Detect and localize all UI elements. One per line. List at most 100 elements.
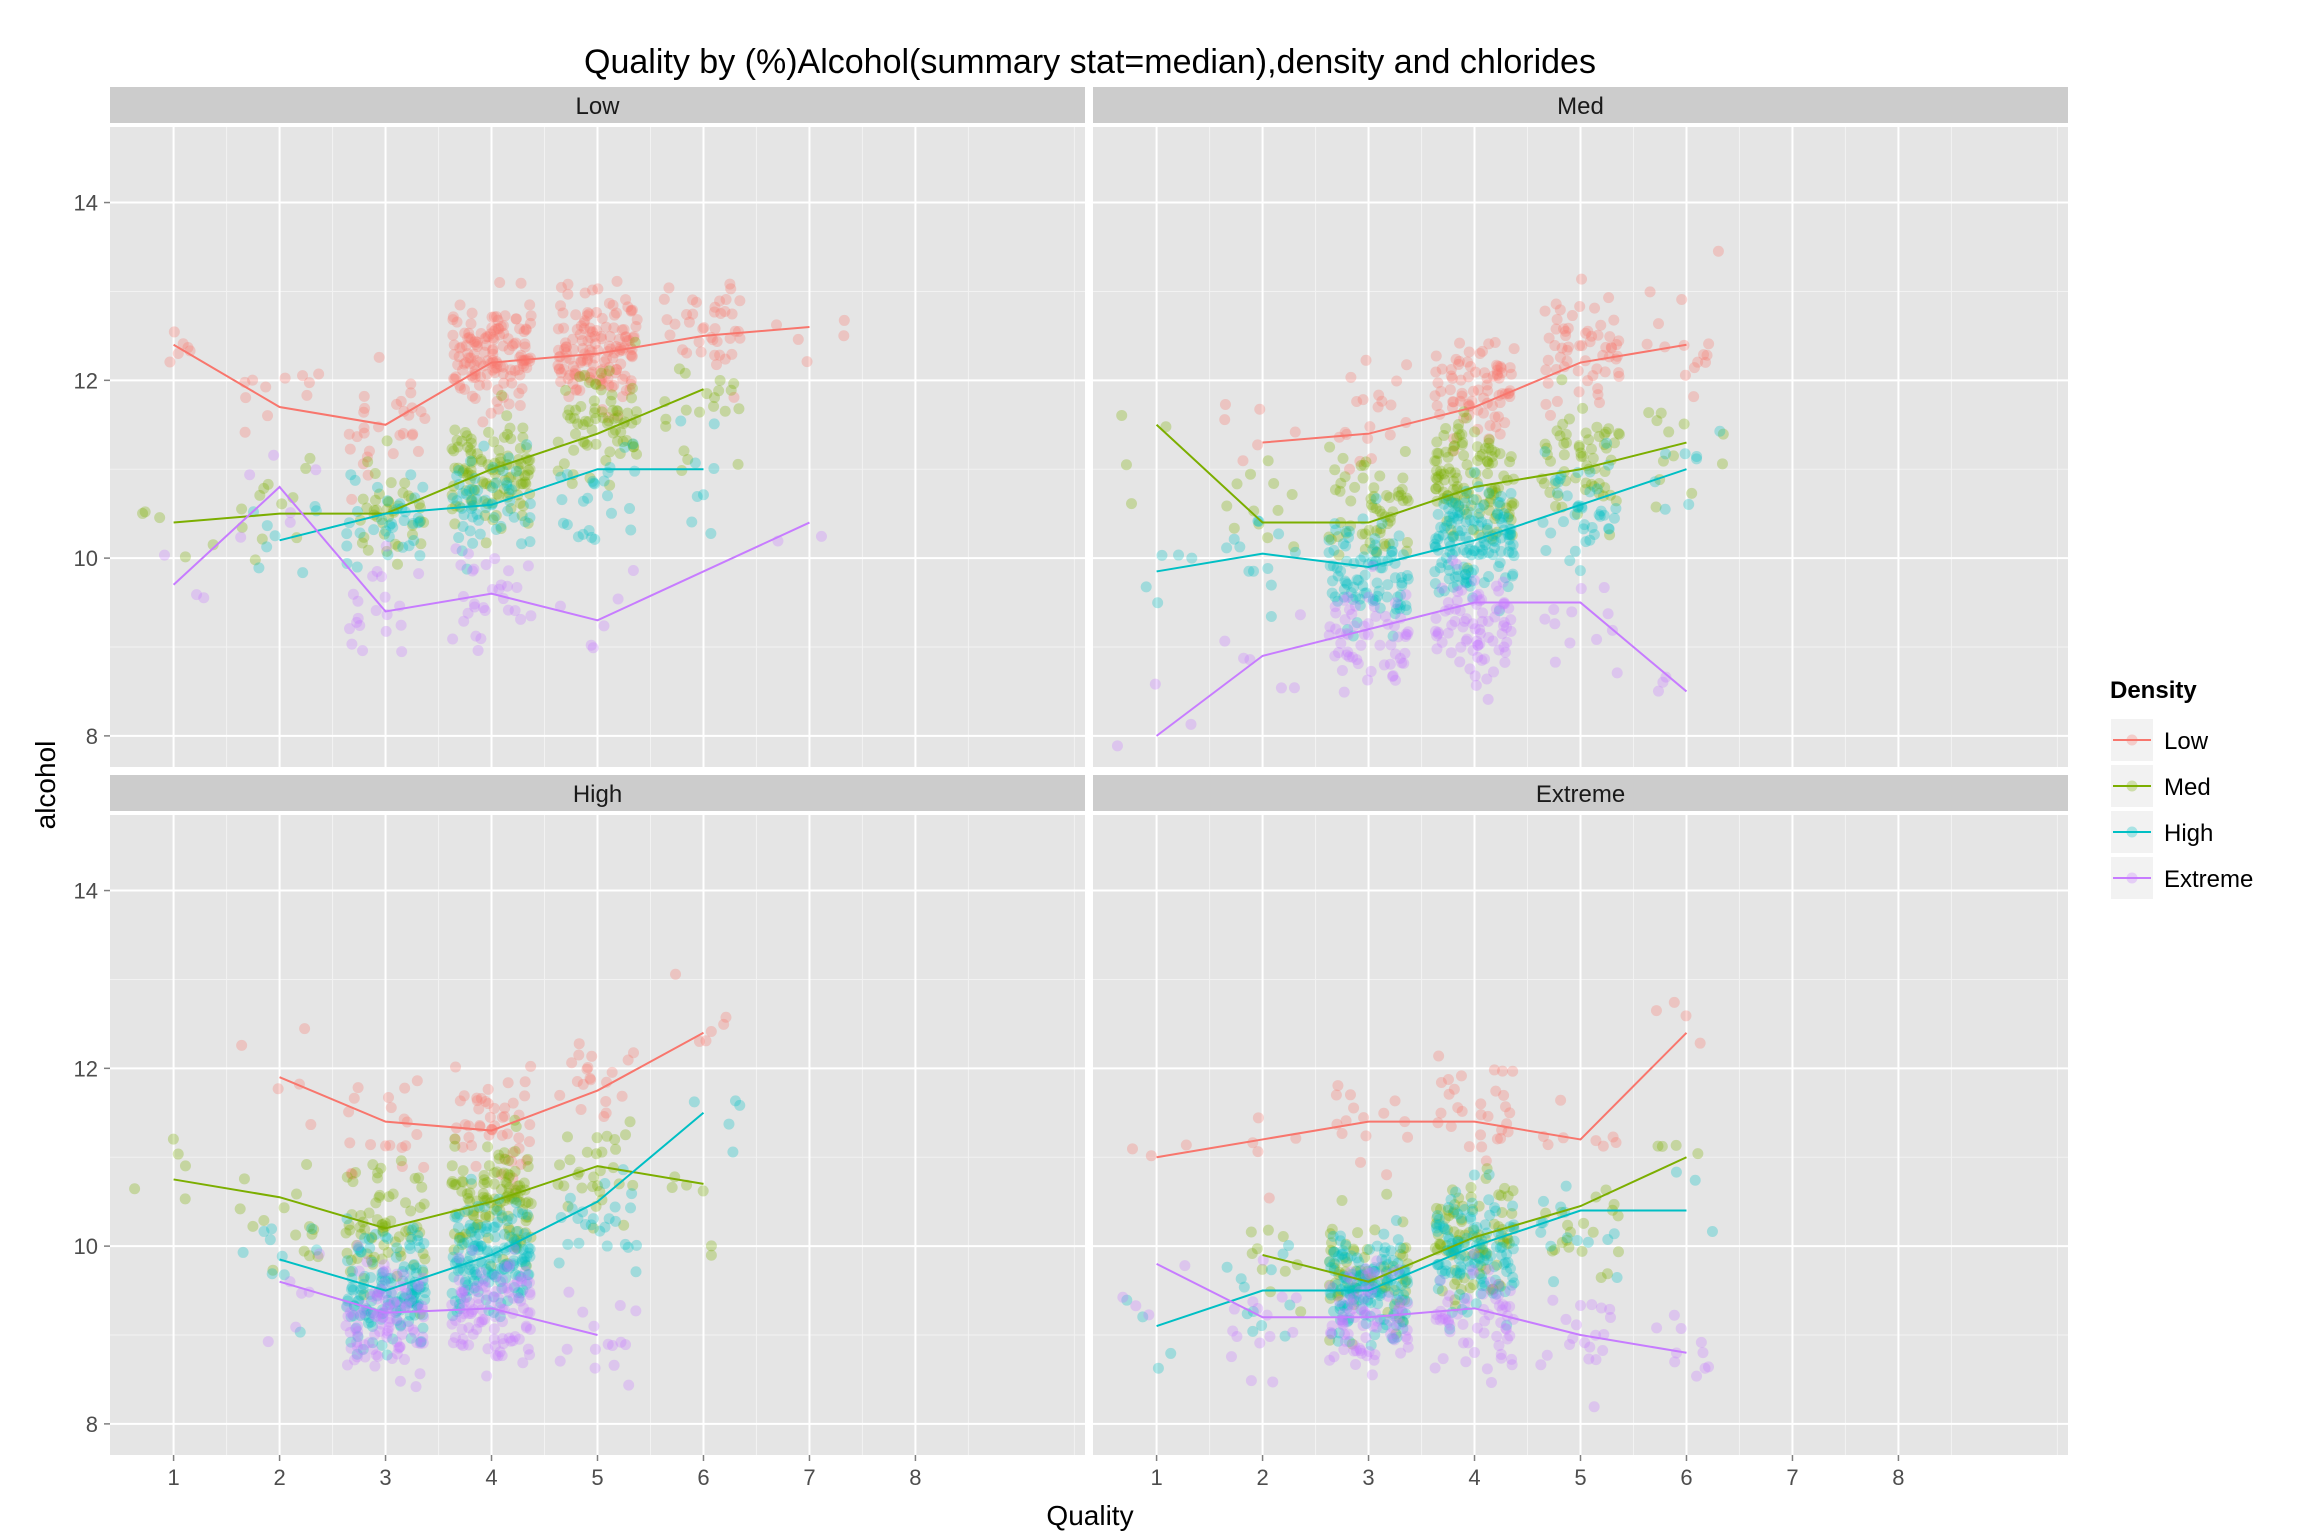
data-point-low — [631, 314, 643, 326]
data-point-high — [1378, 1246, 1390, 1258]
data-point-med — [457, 1176, 469, 1188]
data-point-low — [602, 372, 614, 384]
data-point-extreme — [468, 563, 480, 575]
data-point-high — [1549, 474, 1561, 486]
data-point-high — [414, 516, 426, 528]
data-point-extreme — [489, 1340, 501, 1352]
data-point-low — [622, 1054, 634, 1066]
data-point-low — [1680, 1010, 1692, 1022]
data-point-high — [513, 1292, 525, 1304]
data-point-low — [1467, 385, 1479, 397]
data-point-extreme — [490, 1285, 502, 1297]
data-point-med — [1612, 1246, 1624, 1258]
data-point-med — [1442, 1224, 1454, 1236]
data-point-low — [493, 329, 505, 341]
data-point-high — [468, 1275, 480, 1287]
data-point-low — [460, 357, 472, 369]
data-point-high — [1476, 516, 1488, 528]
data-point-med — [1448, 530, 1460, 542]
data-point-high — [1508, 550, 1520, 562]
data-point-med — [1657, 455, 1669, 467]
data-point-med — [1447, 445, 1459, 457]
data-point-med — [1432, 471, 1444, 483]
data-point-extreme — [388, 1296, 400, 1308]
data-point-high — [1475, 1273, 1487, 1285]
data-point-high — [1506, 547, 1518, 559]
data-point-low — [1561, 355, 1573, 367]
data-point-extreme — [1384, 658, 1396, 670]
data-point-extreme — [1501, 621, 1513, 633]
data-point-extreme — [1598, 1328, 1610, 1340]
data-point-high — [1443, 503, 1455, 515]
data-point-low — [553, 363, 565, 375]
data-point-med — [1461, 508, 1473, 520]
data-point-extreme — [1342, 591, 1354, 603]
data-point-high — [1438, 585, 1450, 597]
data-point-med — [418, 516, 430, 528]
data-point-med — [517, 500, 529, 512]
data-point-low — [177, 338, 189, 350]
data-point-high — [403, 1296, 415, 1308]
data-point-extreme — [1504, 1300, 1516, 1312]
data-point-extreme — [1362, 674, 1374, 686]
data-point-high — [379, 1274, 391, 1286]
data-point-med — [236, 521, 248, 533]
data-point-high — [1380, 1254, 1392, 1266]
data-point-med — [728, 378, 740, 390]
data-point-med — [1477, 1246, 1489, 1258]
data-point-high — [492, 1216, 504, 1228]
data-point-med — [1442, 1204, 1454, 1216]
data-point-extreme — [1483, 1264, 1495, 1276]
data-point-extreme — [497, 1274, 509, 1286]
data-point-med — [276, 498, 288, 510]
data-point-extreme — [1467, 1267, 1479, 1279]
data-point-low — [365, 1139, 377, 1151]
data-point-med — [1600, 442, 1612, 454]
data-point-extreme — [477, 602, 489, 614]
data-point-low — [1582, 375, 1594, 387]
data-point-low — [597, 363, 609, 375]
data-point-extreme — [464, 1297, 476, 1309]
data-point-med — [481, 1176, 493, 1188]
data-point-extreme — [490, 1350, 502, 1362]
data-point-low — [1442, 1073, 1454, 1085]
data-point-low — [1560, 330, 1572, 342]
data-point-med — [472, 1219, 484, 1231]
data-point-low — [479, 332, 491, 344]
data-point-med — [566, 477, 578, 489]
data-point-extreme — [458, 1284, 470, 1296]
data-point-med — [1430, 472, 1442, 484]
data-point-med — [1348, 1243, 1360, 1255]
data-point-high — [367, 1337, 379, 1349]
data-point-low — [1562, 322, 1574, 334]
data-point-extreme — [382, 1325, 394, 1337]
data-point-high — [1545, 1240, 1557, 1252]
data-point-med — [520, 1211, 532, 1223]
data-point-high — [1610, 502, 1622, 514]
data-point-high — [1398, 1289, 1410, 1301]
data-point-med — [1436, 1285, 1448, 1297]
data-point-high — [452, 1244, 464, 1256]
data-point-med — [581, 439, 593, 451]
data-point-med — [470, 1222, 482, 1234]
data-point-low — [1542, 1139, 1554, 1151]
data-point-extreme — [503, 1332, 515, 1344]
data-point-high — [1496, 1241, 1508, 1253]
data-point-high — [1490, 1288, 1502, 1300]
data-point-med — [1394, 1297, 1406, 1309]
data-point-high — [517, 1208, 529, 1220]
data-point-high — [524, 536, 536, 548]
data-point-high — [1490, 1241, 1502, 1253]
data-point-high — [1387, 538, 1399, 550]
data-point-med — [1564, 1226, 1576, 1238]
data-point-low — [510, 337, 522, 349]
data-point-high — [1369, 1329, 1381, 1341]
data-point-extreme — [1361, 1350, 1373, 1362]
data-point-high — [491, 1205, 503, 1217]
data-point-extreme — [455, 1338, 467, 1350]
data-point-high — [1388, 1308, 1400, 1320]
data-point-high — [266, 1223, 278, 1235]
data-point-high — [1481, 519, 1493, 531]
data-point-low — [1491, 359, 1503, 371]
data-point-low — [1351, 396, 1363, 408]
